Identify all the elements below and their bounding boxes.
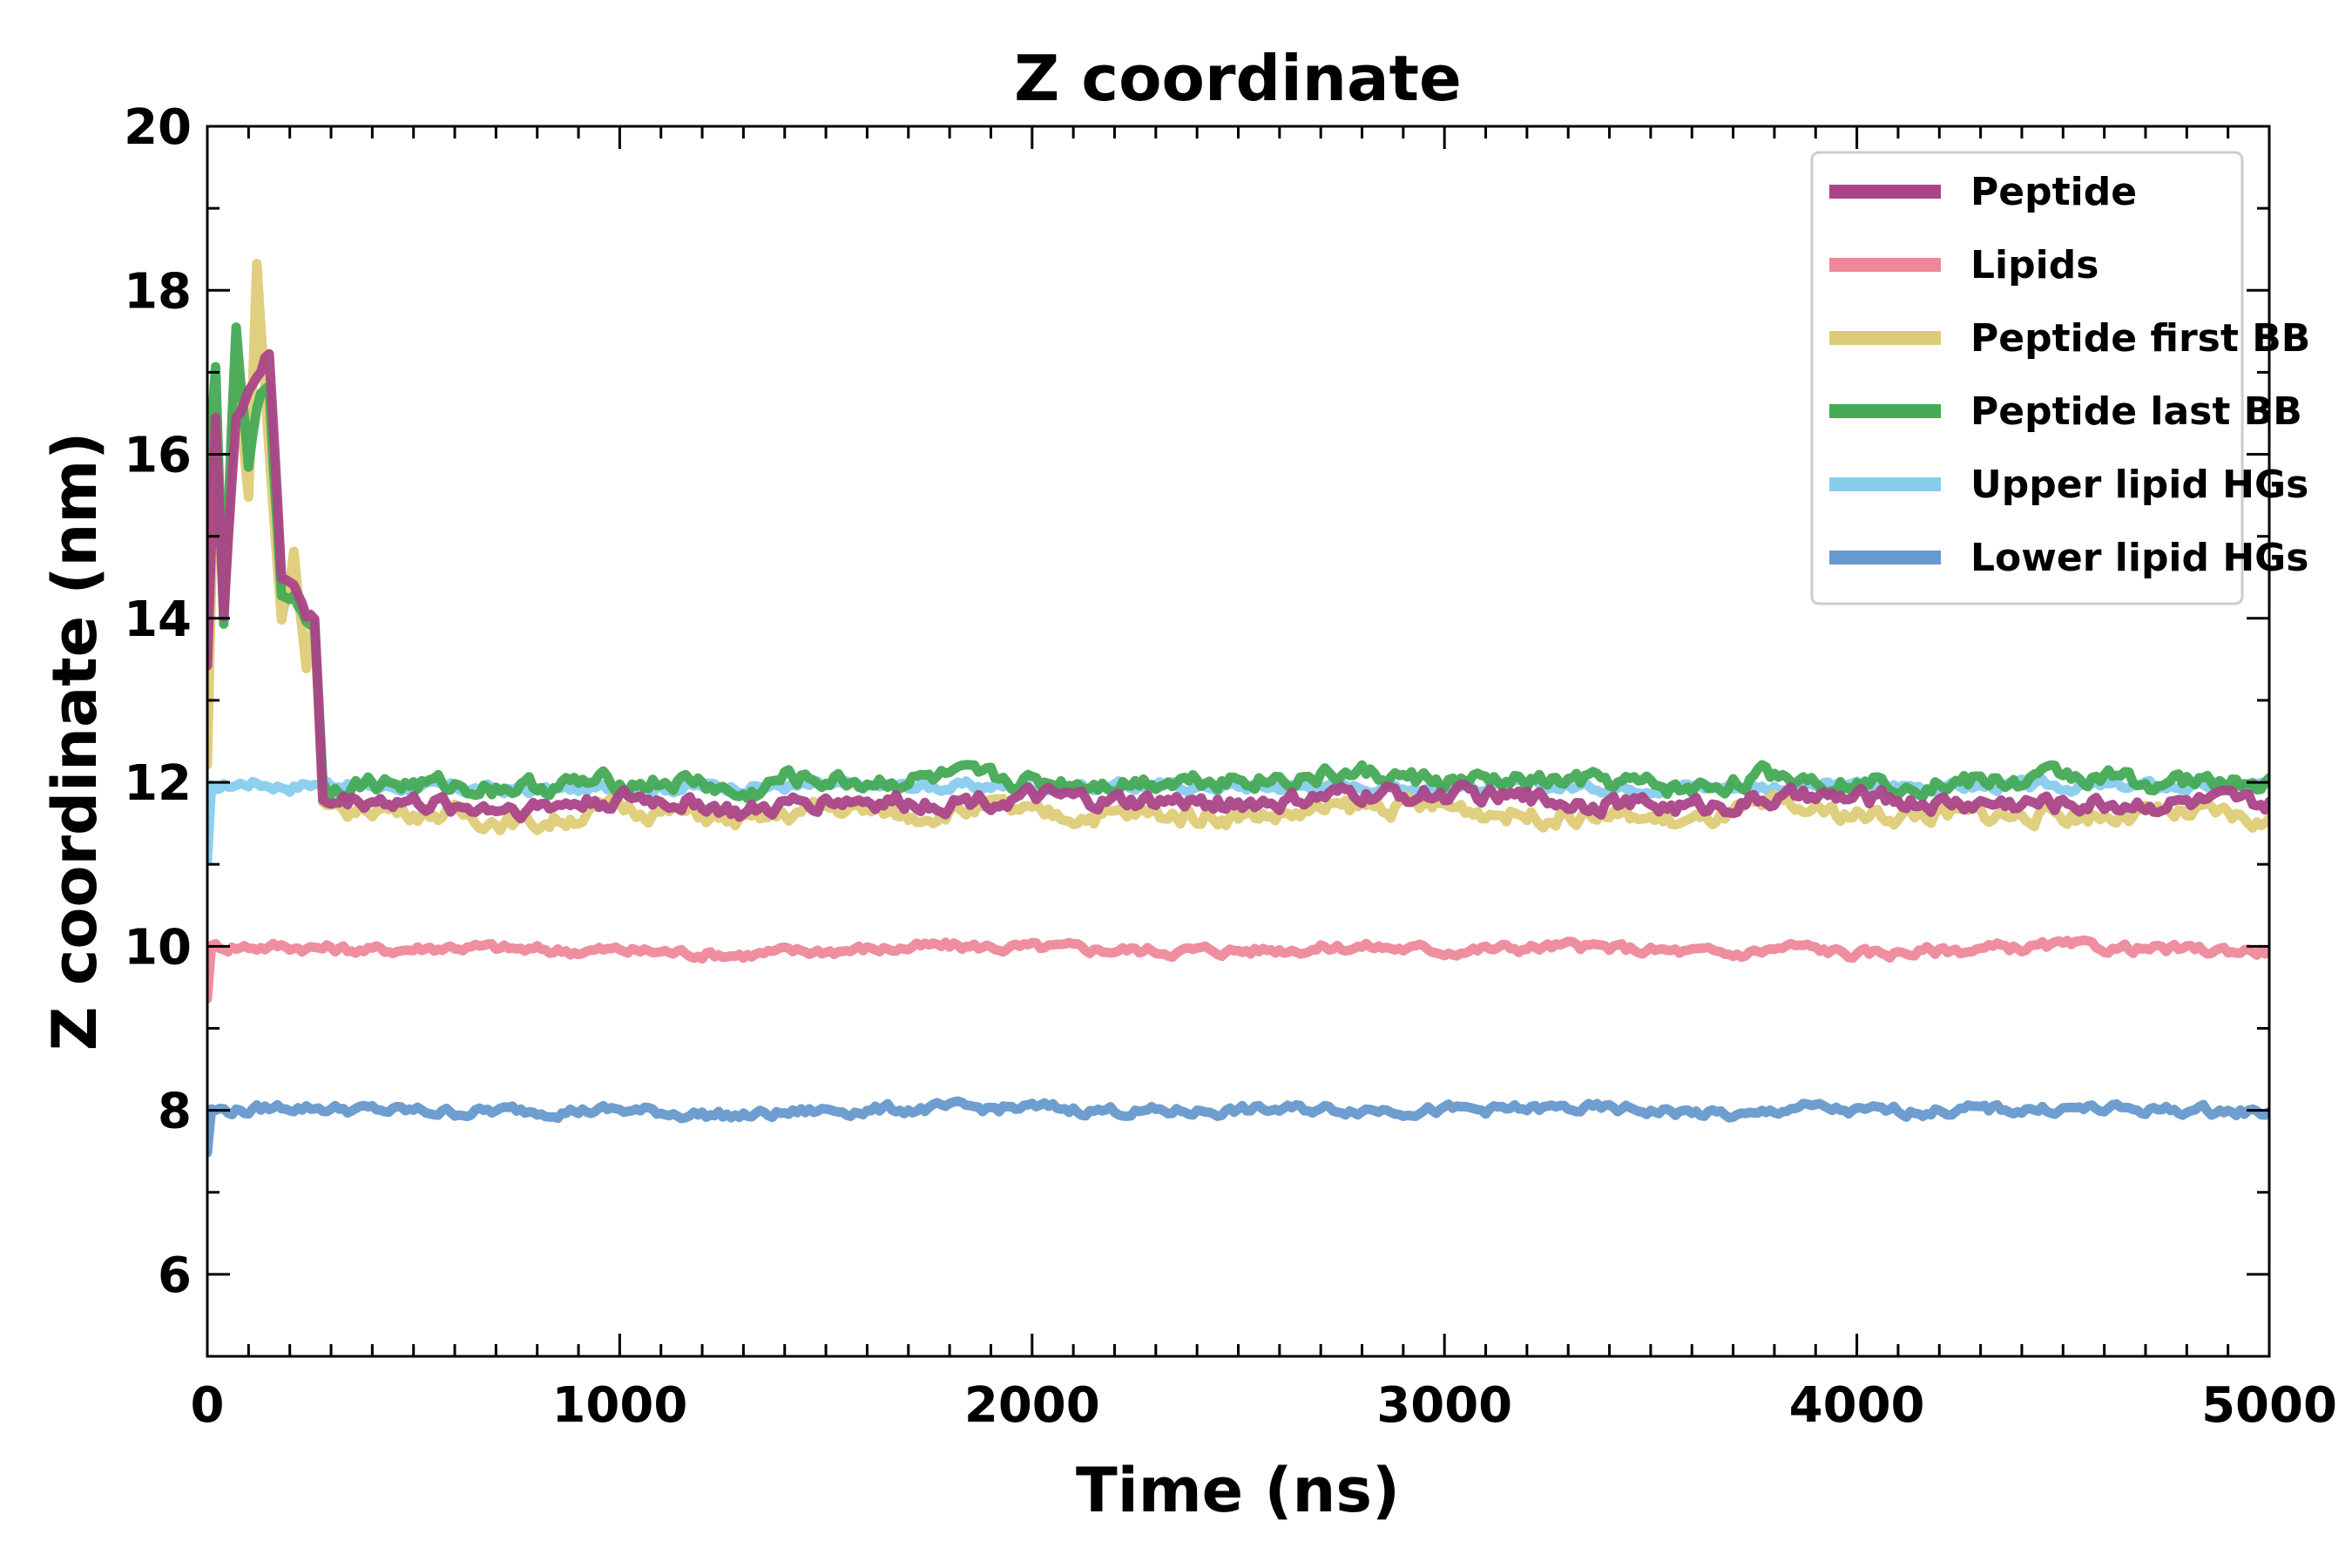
legend-label: Peptide	[1970, 170, 2137, 214]
legend-label: Lower lipid HGs	[1970, 536, 2308, 580]
y-tick-label: 8	[158, 1084, 192, 1140]
legend-label: Peptide last BB	[1970, 389, 2302, 434]
legend-entry: Lower lipid HGs	[1829, 536, 2308, 580]
y-tick-label: 18	[124, 263, 192, 320]
x-tick-label: 2000	[964, 1377, 1100, 1434]
x-tick-label: 4000	[1789, 1377, 1925, 1434]
y-tick-label: 20	[124, 99, 192, 156]
series-line-lower-lipid-hgs	[207, 1096, 2269, 1158]
y-tick-label: 6	[158, 1247, 192, 1304]
y-tick-label: 16	[124, 428, 192, 484]
x-tick-label: 3000	[1376, 1377, 1512, 1434]
x-tick-label: 0	[191, 1377, 225, 1434]
series-layer	[207, 259, 2269, 1158]
series-line-peptide	[207, 348, 2269, 824]
y-tick-label: 10	[124, 919, 192, 976]
ticks-layer	[206, 125, 2271, 1358]
legend-entry: Peptide last BB	[1829, 389, 2302, 434]
chart-title: Z coordinate	[1014, 42, 1462, 115]
legend-label: Peptide first BB	[1970, 316, 2310, 361]
legend-entry: Peptide first BB	[1829, 316, 2310, 361]
tick-labels-layer: 0 1000 2000 3000 4000 5000 6 8 10 12 14 16 18 20	[124, 99, 2337, 1434]
legend-entry: Lipids	[1829, 243, 2099, 287]
y-axis-label: Z coordinate (nm)	[39, 432, 111, 1051]
y-tick-label: 14	[124, 591, 192, 648]
series-line-peptide-last-bb	[207, 322, 2269, 804]
series-line-lipids	[207, 935, 2269, 1004]
legend: Peptide Lipids Peptide first BB Peptide las…	[1810, 151, 2310, 605]
legend-label: Upper lipid HGs	[1970, 463, 2308, 507]
legend-entry: Peptide	[1829, 170, 2137, 214]
x-axis-label: Time (ns)	[1076, 1455, 1400, 1526]
x-tick-label: 5000	[2201, 1377, 2337, 1434]
y-tick-label: 12	[124, 755, 192, 812]
legend-entry: Upper lipid HGs	[1829, 463, 2308, 507]
legend-label: Lipids	[1970, 243, 2099, 287]
x-tick-label: 1000	[551, 1377, 687, 1434]
series-line-peptide-first-bb	[207, 259, 2269, 835]
